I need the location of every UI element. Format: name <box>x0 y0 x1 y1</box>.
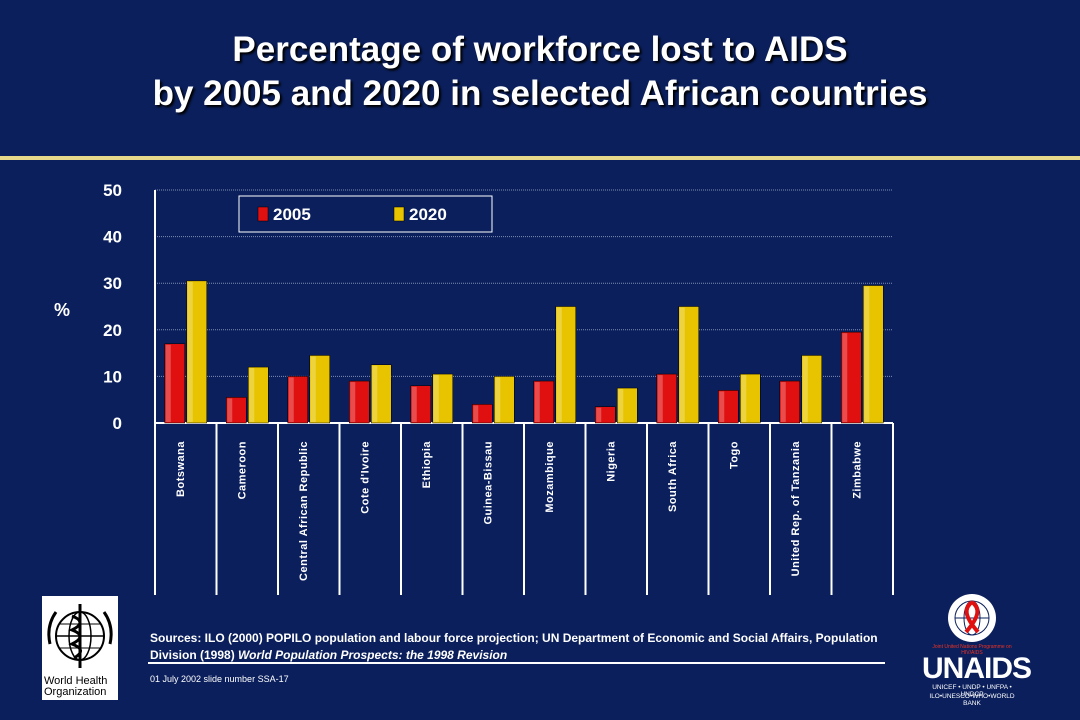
bar-2020 <box>371 364 392 424</box>
bar-highlight <box>842 333 848 422</box>
y-tick-label: 20 <box>103 321 122 340</box>
bar-2005 <box>164 343 185 424</box>
bar-2020 <box>740 373 761 424</box>
bar-highlight <box>679 307 685 422</box>
unaids-cosponsors-2: ILO•UNESCO•WHO•WORLD BANK <box>929 693 1015 707</box>
title-line-2: by 2005 and 2020 in selected African cou… <box>152 74 928 113</box>
bar-2005 <box>287 376 308 424</box>
bar-2020 <box>678 306 699 424</box>
y-axis-label: % <box>54 300 70 320</box>
slide-number: 01 July 2002 slide number SSA-17 <box>150 674 289 684</box>
y-tick-label: 0 <box>113 414 122 433</box>
bar-2005 <box>472 404 493 424</box>
unaids-logo: Joint United Nations Programme on HIV/AI… <box>922 592 1032 710</box>
bar-highlight <box>618 389 624 422</box>
bar-2005 <box>533 380 554 424</box>
bar-2020 <box>617 387 638 424</box>
bar-highlight <box>187 281 193 422</box>
bar-highlight <box>249 368 255 422</box>
bar-2005 <box>656 373 677 424</box>
legend-label-2005: 2005 <box>273 205 311 224</box>
bar-highlight <box>534 382 540 422</box>
bar-highlight <box>350 382 356 422</box>
bar-highlight <box>719 391 725 422</box>
bar-highlight <box>411 386 417 422</box>
category-label: Togo <box>728 441 740 469</box>
who-logo: World Health Organization <box>42 596 118 700</box>
bar-2005 <box>410 385 431 424</box>
category-label: Cote d'Ivoire <box>359 441 371 514</box>
bar-2005 <box>349 380 370 424</box>
bar-highlight <box>288 377 294 422</box>
bar-2005 <box>718 390 739 424</box>
legend-swatch-2005 <box>257 206 269 222</box>
chart-title: Percentage of workforce lost to AIDS by … <box>0 28 1080 116</box>
bar-2020 <box>432 373 453 424</box>
bar-highlight <box>372 365 378 422</box>
bar-2020 <box>309 355 330 424</box>
sources-divider <box>148 662 885 664</box>
bar-2005 <box>779 380 800 424</box>
y-tick-label: 50 <box>103 181 122 200</box>
bar-highlight <box>657 375 663 422</box>
category-label: Mozambique <box>544 441 556 513</box>
category-label: Ethiopia <box>421 441 433 489</box>
category-label: Zimbabwe <box>851 441 863 499</box>
y-tick-label: 40 <box>103 228 122 247</box>
sources-text: Sources: ILO (2000) POPILO population an… <box>150 631 878 662</box>
unaids-emblem-icon <box>948 594 996 642</box>
bar-highlight <box>741 375 747 422</box>
bar-highlight <box>780 382 786 422</box>
category-label: South Africa <box>667 441 679 512</box>
bar-highlight <box>864 286 870 422</box>
category-label: Guinea-Bissau <box>482 441 494 525</box>
bar-2020 <box>186 280 207 424</box>
title-divider <box>0 156 1080 160</box>
bar-highlight <box>433 375 439 422</box>
y-tick-label: 30 <box>103 274 122 293</box>
legend-swatch-2020 <box>393 206 405 222</box>
bar-highlight <box>473 405 479 422</box>
unaids-cosponsors-1: UNICEF • UNDP • UNFPA • UNDCP <box>932 684 1012 698</box>
y-tick-label: 10 <box>103 367 122 386</box>
category-label: Cameroon <box>236 441 248 499</box>
bar-2020 <box>801 355 822 424</box>
bar-2005 <box>595 406 616 424</box>
legend-label-2020: 2020 <box>409 205 447 224</box>
sources-note: Sources: ILO (2000) POPILO population an… <box>150 630 890 664</box>
bar-2005 <box>226 397 247 424</box>
who-logo-text: World Health Organization <box>44 675 108 698</box>
bar-highlight <box>596 407 602 422</box>
legend-box <box>238 195 493 233</box>
bar-2020 <box>248 366 269 424</box>
bar-2020 <box>494 376 515 424</box>
bar-2020 <box>555 306 576 424</box>
category-label: Nigeria <box>605 441 617 482</box>
bar-highlight <box>495 377 501 422</box>
category-label: Botswana <box>175 441 187 497</box>
category-label: United Rep. of Tanzania <box>790 441 802 577</box>
bar-2020 <box>863 285 884 424</box>
who-emblem-icon <box>47 604 113 668</box>
bar-highlight <box>227 398 233 422</box>
category-label: Central African Republic <box>298 441 310 581</box>
bar-2005 <box>841 331 862 424</box>
unaids-wordmark: UNAIDS <box>922 652 1032 685</box>
bar-highlight <box>310 356 316 422</box>
bar-highlight <box>165 344 171 422</box>
bar-highlight <box>556 307 562 422</box>
bar-highlight <box>802 356 808 422</box>
title-line-1: Percentage of workforce lost to AIDS <box>232 30 848 69</box>
sources-italic: World Population Prospects: the 1998 Rev… <box>238 648 508 662</box>
unaids-tagline: Joint United Nations Programme on HIV/AI… <box>932 644 1012 656</box>
